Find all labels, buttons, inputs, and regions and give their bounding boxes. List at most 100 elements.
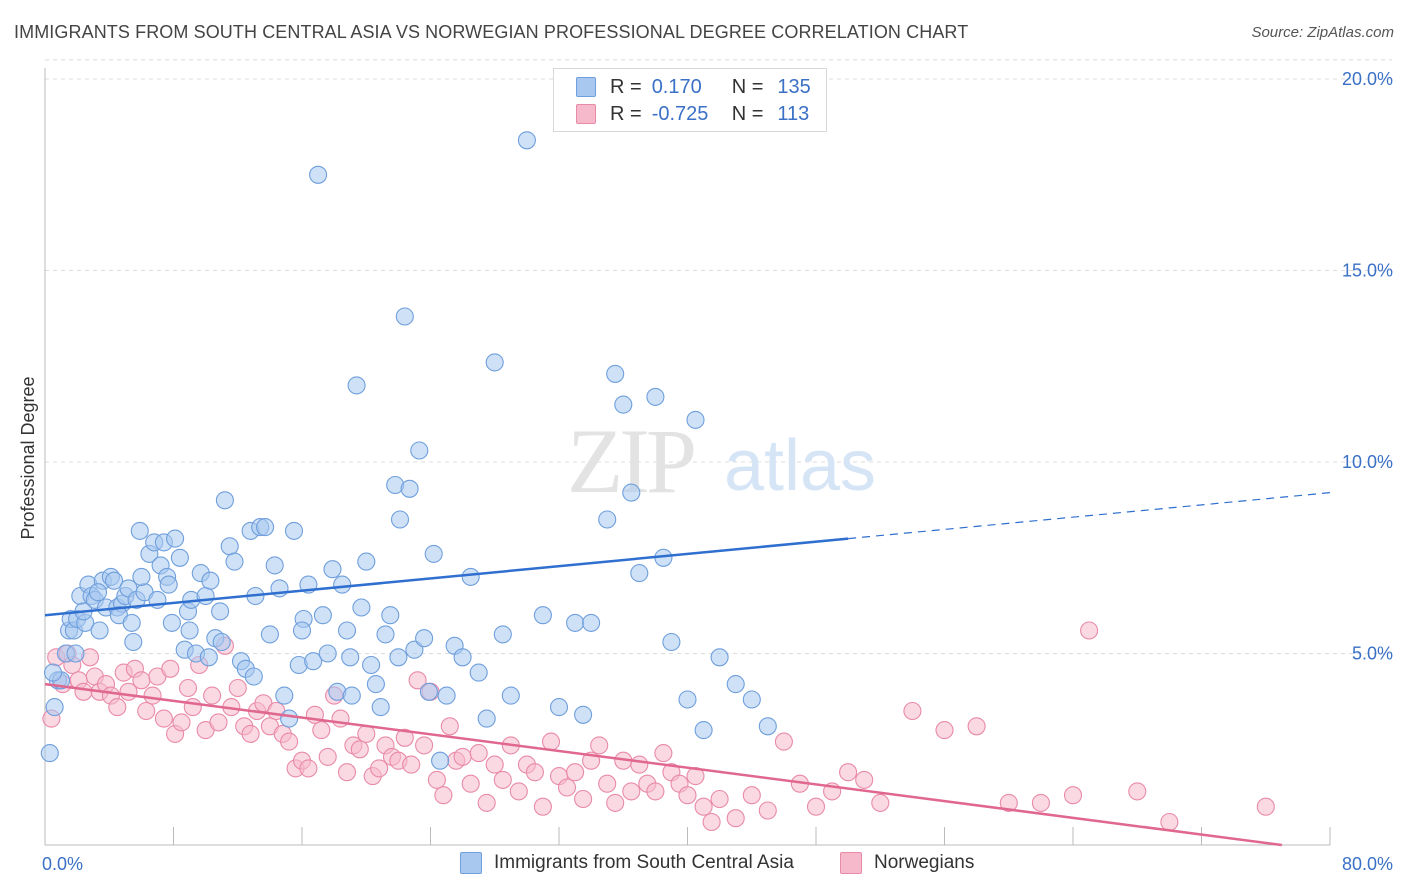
immigrants-point xyxy=(124,632,143,652)
immigrants-point xyxy=(424,544,443,563)
y-tick-label: 10.0% xyxy=(1342,452,1393,472)
norwegians-point xyxy=(143,686,162,705)
norwegians-point xyxy=(533,797,552,816)
immigrants-point xyxy=(292,621,312,640)
norwegians-point xyxy=(606,793,625,812)
immigrants-point xyxy=(265,556,284,575)
norwegians-point xyxy=(1031,793,1050,812)
immigrants-point xyxy=(162,613,181,632)
norwegians-point xyxy=(469,744,488,763)
immigrants-point xyxy=(347,376,366,395)
immigrants-point xyxy=(280,709,299,728)
immigrants-point xyxy=(215,491,234,510)
legend-n-label: N = xyxy=(731,102,764,125)
immigrants-point xyxy=(678,690,697,709)
legend-n-value: 113 xyxy=(777,102,810,125)
immigrants-point xyxy=(90,621,109,640)
norwegians-point xyxy=(654,744,673,763)
immigrants-point xyxy=(170,548,189,567)
norwegians-point xyxy=(646,782,665,801)
norwegians-point xyxy=(903,701,922,721)
immigrants-point xyxy=(341,648,360,667)
immigrants-point xyxy=(180,621,199,640)
immigrants-point xyxy=(220,537,239,556)
norwegians-point xyxy=(415,736,434,755)
immigrants-point xyxy=(309,165,328,184)
immigrants-point xyxy=(405,640,424,659)
immigrants-point xyxy=(342,686,361,705)
immigrants-point xyxy=(45,698,64,717)
immigrants-point xyxy=(437,686,456,705)
immigrants-point xyxy=(43,663,63,682)
norwegians-point xyxy=(678,786,697,805)
legend-r-label: R = xyxy=(610,75,642,98)
norwegians-point xyxy=(209,713,228,732)
legend-row-norwegians: R = -0.725 N = 113 xyxy=(576,102,809,126)
norwegians-point xyxy=(694,797,713,816)
norwegians-point xyxy=(137,701,156,721)
norwegians-point xyxy=(999,793,1018,812)
immigrants-point xyxy=(549,698,569,717)
immigrants-point xyxy=(362,655,381,675)
immigrants-point xyxy=(159,575,178,594)
immigrants-point xyxy=(352,598,371,617)
chart-title: IMMIGRANTS FROM SOUTH CENTRAL ASIA VS NO… xyxy=(14,22,969,42)
immigrants-point xyxy=(88,583,108,602)
series-swatch-blue xyxy=(460,852,482,874)
immigrants-point xyxy=(574,705,593,724)
immigrants-point xyxy=(105,571,124,590)
immigrants-point xyxy=(66,644,85,663)
immigrants-point xyxy=(400,479,419,498)
series-label-norwegians: Norwegians xyxy=(874,852,975,873)
legend-n-label: N = xyxy=(731,75,764,98)
immigrants-point xyxy=(211,602,230,621)
immigrants-point xyxy=(485,353,504,372)
immigrants-point xyxy=(469,663,488,682)
immigrants-point xyxy=(710,648,729,667)
immigrants-point xyxy=(395,307,414,326)
norwegians-point xyxy=(440,717,459,736)
immigrants-point xyxy=(415,629,434,648)
norwegians-point xyxy=(967,717,986,736)
norwegians-point xyxy=(493,770,512,789)
norwegians-point xyxy=(574,789,593,809)
immigrants-point xyxy=(390,510,410,529)
immigrants-point xyxy=(260,625,279,644)
norwegians-point xyxy=(370,759,389,778)
norwegians-point xyxy=(935,721,954,740)
immigrants-point xyxy=(323,560,342,579)
norwegians-point xyxy=(108,698,127,717)
immigrants-point xyxy=(614,395,633,414)
immigrants-trendline-extension xyxy=(848,492,1331,540)
legend-n-value: 135 xyxy=(777,75,811,98)
norwegians-point xyxy=(427,770,446,789)
norwegians-point xyxy=(1063,786,1083,805)
series-legend-immigrants[interactable]: Immigrants from South Central Asia xyxy=(460,852,794,874)
legend-swatch-pink xyxy=(576,104,596,124)
watermark: ZIP atlas xyxy=(567,410,876,512)
norwegians-point xyxy=(154,709,173,728)
norwegians-trendline xyxy=(44,682,1282,847)
norwegians-point xyxy=(299,759,318,778)
y-tick-label: 5.0% xyxy=(1352,644,1393,664)
immigrants-point xyxy=(166,529,185,548)
norwegians-point xyxy=(337,763,357,782)
norwegians-point xyxy=(742,786,761,805)
norwegians-point xyxy=(1128,782,1147,801)
norwegians-point xyxy=(758,801,777,820)
correlation-legend: R = 0.170 N = 135 R = -0.725 N = 113 xyxy=(553,68,827,132)
norwegians-point xyxy=(408,671,427,690)
y-tick-labels: 5.0% 10.0% 15.0% 20.0% xyxy=(1342,69,1393,664)
series-legend: Immigrants from South Central Asia Norwe… xyxy=(0,850,1406,878)
y-axis-title: Professional Degree xyxy=(18,376,38,539)
series-legend-norwegians[interactable]: Norwegians xyxy=(840,852,974,874)
immigrants-point xyxy=(389,648,408,667)
immigrants-point xyxy=(130,521,149,540)
norwegians-point xyxy=(434,786,453,805)
norwegians-point xyxy=(557,778,577,797)
norwegians-point xyxy=(871,793,890,812)
immigrants-point xyxy=(371,698,390,717)
immigrants-point xyxy=(758,717,777,736)
immigrants-point xyxy=(630,564,649,583)
